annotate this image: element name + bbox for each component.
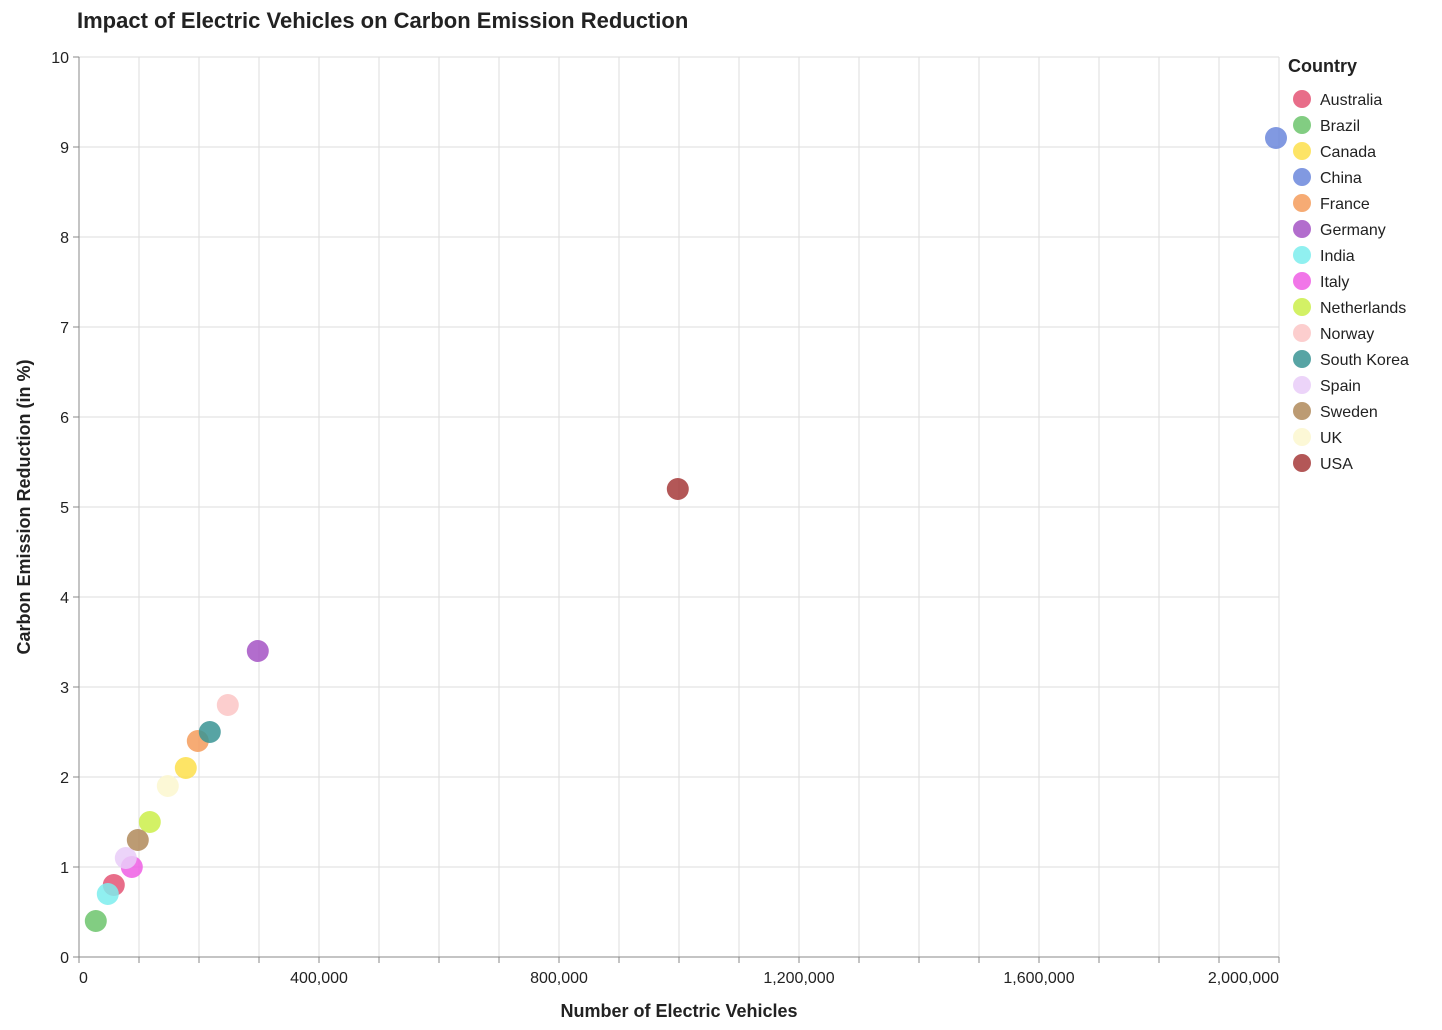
y-tick-label: 1 — [60, 860, 69, 877]
legend-label: Brazil — [1320, 118, 1360, 135]
data-points — [84, 127, 1287, 932]
legend-swatch — [1293, 194, 1311, 212]
y-tick-label: 8 — [60, 230, 69, 247]
legend-swatch — [1293, 246, 1311, 264]
x-tick-label: 0 — [79, 970, 88, 987]
y-tick-label: 0 — [60, 950, 69, 967]
legend-label: France — [1320, 196, 1370, 213]
y-axis-title: Carbon Emission Reduction (in %) — [14, 359, 34, 654]
legend-swatch — [1293, 116, 1311, 134]
data-point-south-korea — [198, 721, 221, 743]
x-tick-label: 2,000,000 — [1208, 970, 1279, 987]
x-axis-title: Number of Electric Vehicles — [560, 1001, 797, 1021]
grid — [78, 56, 1280, 958]
y-tick-label: 5 — [60, 500, 69, 517]
y-tick-label: 6 — [60, 410, 69, 427]
data-point-uk — [156, 775, 179, 797]
legend-title: Country — [1288, 56, 1357, 76]
legend-label: China — [1320, 170, 1362, 187]
legend-label: Sweden — [1320, 404, 1378, 421]
legend-label: India — [1320, 248, 1355, 265]
legend-swatch — [1293, 90, 1311, 108]
y-tick-label: 7 — [60, 320, 69, 337]
data-point-spain — [114, 847, 137, 869]
y-tick-label: 3 — [60, 680, 69, 697]
x-tick-label: 1,600,000 — [1003, 970, 1074, 987]
x-tick-label: 400,000 — [290, 970, 348, 987]
legend-swatch — [1293, 376, 1311, 394]
legend-label: Canada — [1320, 144, 1376, 161]
data-point-usa — [666, 478, 689, 500]
y-tick-label: 10 — [51, 50, 69, 67]
data-point-netherlands — [138, 811, 161, 833]
legend-swatch — [1293, 428, 1311, 446]
legend-label: Australia — [1320, 92, 1382, 109]
legend-swatch — [1293, 402, 1311, 420]
data-point-china — [1265, 127, 1287, 149]
legend-swatch — [1293, 142, 1311, 160]
legend-swatch — [1293, 324, 1311, 342]
legend-label: UK — [1320, 430, 1343, 447]
legend-swatch — [1293, 168, 1311, 186]
axes: 0 400,000 800,000 1,200,000 1,600,000 2,000,0… — [51, 50, 1280, 987]
data-point-india — [96, 883, 119, 905]
data-point-norway — [216, 694, 239, 716]
data-point-sweden — [126, 829, 149, 851]
data-point-brazil — [84, 910, 107, 932]
legend-label: Italy — [1320, 274, 1349, 291]
legend-label: USA — [1320, 456, 1353, 473]
y-tick-label: 4 — [60, 590, 69, 607]
data-point-canada — [174, 757, 197, 779]
legend-label: South Korea — [1320, 352, 1409, 369]
legend-label: Spain — [1320, 378, 1361, 395]
y-tick-label: 9 — [60, 140, 69, 157]
chart-title: Impact of Electric Vehicles on Carbon Em… — [77, 8, 688, 33]
data-point-germany — [246, 640, 269, 662]
legend-swatch — [1293, 350, 1311, 368]
legend-label: Germany — [1320, 222, 1386, 239]
y-tick-label: 2 — [60, 770, 69, 787]
legend-label: Netherlands — [1320, 300, 1406, 317]
legend-swatch — [1293, 220, 1311, 238]
legend-swatch — [1293, 298, 1311, 316]
legend-swatch — [1293, 272, 1311, 290]
legend-swatch — [1293, 454, 1311, 472]
legend: Country Australia Brazil Canada China France… — [1288, 56, 1409, 473]
x-tick-label: 1,200,000 — [763, 970, 834, 987]
legend-label: Norway — [1320, 326, 1374, 343]
x-tick-label: 800,000 — [530, 970, 588, 987]
